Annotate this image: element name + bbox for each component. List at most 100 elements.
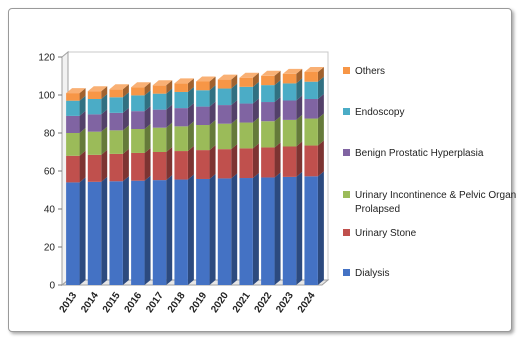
bar-segment	[66, 155, 80, 183]
bar-segment-side	[274, 142, 281, 178]
bar-segment-side	[209, 120, 216, 151]
bar-top	[109, 84, 129, 90]
x-tick-label: 2019	[188, 290, 210, 315]
bar-segment-side	[296, 171, 303, 285]
bar-segment	[87, 181, 102, 285]
bar-segment-side	[122, 107, 129, 131]
y-tick-label: 40	[44, 205, 56, 216]
bar-segment-side	[317, 67, 324, 82]
bar-segment-side	[209, 101, 216, 126]
x-tick-label: 2014	[79, 290, 101, 315]
bar-top	[304, 67, 324, 73]
bar-segment	[304, 145, 318, 177]
legend-swatch	[343, 149, 350, 156]
bar-segment-side	[231, 74, 238, 89]
legend-swatch	[343, 269, 350, 276]
bar-segment	[131, 111, 145, 130]
bar-segment-side	[274, 172, 281, 285]
bar-segment-side	[79, 128, 86, 156]
bar-segment-side	[296, 68, 303, 84]
bar-segment-side	[79, 150, 86, 183]
bar-segment	[304, 118, 318, 146]
y-tick-label: 100	[38, 91, 55, 102]
bar-segment-side	[317, 171, 324, 285]
bar-segment	[261, 121, 275, 148]
bar-segment	[282, 119, 297, 147]
bar-segment	[66, 93, 80, 101]
bar-segment-side	[122, 148, 129, 182]
bar-segment	[87, 131, 102, 155]
bar-segment	[282, 146, 297, 177]
bar-segment	[261, 75, 275, 86]
bar-segment-side	[101, 109, 108, 132]
bar-segment-side	[166, 147, 173, 181]
bar-segment-side	[209, 173, 216, 285]
bar-segment-side	[209, 76, 216, 91]
bar-segment-side	[79, 95, 86, 116]
bar-segment-side	[144, 124, 151, 153]
bar-segment	[87, 98, 102, 115]
bar-segment-side	[252, 143, 259, 179]
bar-segment-side	[144, 106, 151, 130]
bar-segment-side	[101, 93, 108, 115]
bar-segment-side	[122, 125, 129, 154]
legend-swatch	[343, 191, 350, 198]
legend-label: Prolapsed	[355, 204, 400, 215]
bar-segment	[282, 83, 297, 101]
bar-segment	[196, 106, 210, 126]
bar-segment-side	[101, 176, 108, 285]
bar-segment	[217, 178, 232, 285]
bar-segment-side	[122, 84, 129, 98]
bar-segment	[66, 100, 80, 116]
bar-segment	[152, 93, 167, 110]
bar-segment	[196, 150, 210, 179]
bar-top	[261, 70, 281, 76]
bar-segment	[196, 90, 210, 107]
bar-segment-side	[144, 175, 151, 285]
bar-segment-side	[317, 76, 324, 99]
bar-segment	[109, 153, 123, 182]
bar-segment	[196, 125, 210, 151]
bar-segment	[239, 86, 253, 104]
bar-segment-side	[231, 144, 238, 179]
bar-segment-side	[231, 118, 238, 150]
bar-segment-side	[187, 78, 194, 92]
bar-segment	[131, 152, 145, 181]
bar-segment	[87, 154, 102, 182]
bar-segment	[196, 81, 210, 91]
bar-segment	[261, 102, 275, 122]
legend-label: Urinary Stone	[355, 228, 417, 239]
bar-segment	[174, 151, 188, 180]
bar-segment-side	[317, 93, 324, 119]
bar-segment-side	[296, 78, 303, 101]
bar-segment	[261, 85, 275, 103]
bar-segment	[304, 81, 318, 99]
bar-segment-side	[317, 113, 324, 146]
bar-segment	[174, 126, 188, 152]
bar-top	[282, 68, 303, 74]
bar-top	[152, 80, 173, 86]
y-tick-label: 80	[44, 129, 56, 140]
bar-segment	[196, 178, 210, 285]
bar-segment	[282, 100, 297, 120]
bar-segment-side	[101, 126, 108, 155]
bar-segment	[109, 181, 123, 285]
bar-segment	[239, 178, 253, 285]
bar-segment-side	[209, 145, 216, 179]
bar-segment-side	[252, 98, 259, 123]
legend-swatch	[343, 229, 350, 236]
bar-segment	[152, 85, 167, 94]
bar-segment-side	[274, 70, 281, 86]
bar-segment	[174, 91, 188, 109]
bar-segment	[239, 122, 253, 149]
bar-segment-side	[79, 110, 86, 133]
bar-segment	[109, 89, 123, 98]
bar-segment	[304, 98, 318, 119]
bar-segment-side	[274, 97, 281, 122]
bar-segment-side	[79, 88, 86, 101]
bar-segment-side	[187, 103, 194, 127]
bar-segment	[66, 182, 80, 285]
x-tick-label: 2022	[253, 290, 275, 315]
bar-segment	[174, 108, 188, 127]
bar-segment	[66, 115, 80, 133]
